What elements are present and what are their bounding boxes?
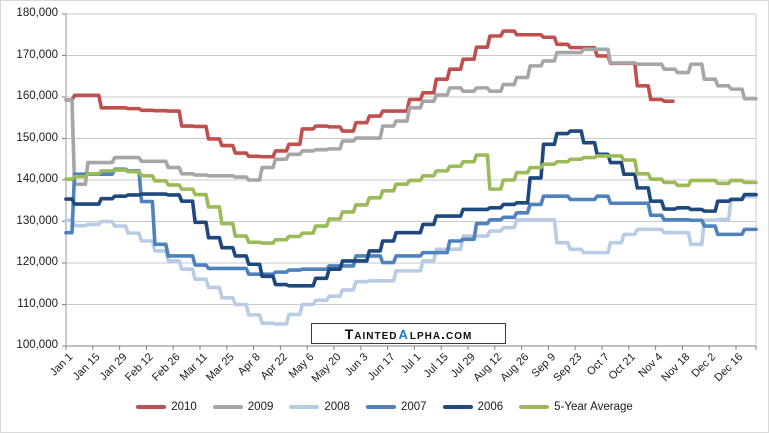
y-axis-label: 150,000 bbox=[16, 131, 58, 144]
y-axis-label: 100,000 bbox=[16, 339, 58, 351]
legend-label: 2008 bbox=[324, 401, 350, 413]
series-line-2009 bbox=[64, 47, 758, 186]
legend-item-2006: 2006 bbox=[442, 401, 504, 413]
y-axis-label: 180,000 bbox=[16, 7, 58, 19]
y-axis-label: 170,000 bbox=[16, 48, 58, 61]
series-line-5-year-average bbox=[64, 153, 758, 245]
series-line-2006 bbox=[64, 129, 758, 288]
y-axis-label: 160,000 bbox=[16, 90, 58, 102]
legend-swatch bbox=[289, 405, 320, 409]
series-line-2010 bbox=[64, 29, 675, 159]
legend-item-5-year-average: 5-Year Average bbox=[519, 401, 633, 413]
y-axis-label: 110,000 bbox=[17, 297, 58, 310]
legend-swatch bbox=[136, 405, 167, 409]
chart-legend: 2010 2009 2008 2007 2006 5-Year Average bbox=[1, 401, 768, 413]
legend-swatch bbox=[519, 405, 550, 409]
y-axis-label: 140,000 bbox=[16, 173, 58, 185]
watermark-alpha-glyph: α bbox=[398, 322, 409, 343]
legend-swatch bbox=[442, 405, 473, 409]
legend-item-2007: 2007 bbox=[365, 401, 427, 413]
legend-swatch bbox=[212, 405, 243, 409]
legend-label: 2006 bbox=[477, 401, 504, 413]
watermark-text-left: Tainted bbox=[344, 325, 398, 342]
legend-label: 2009 bbox=[247, 401, 274, 413]
watermark: Tainted α lpha.com bbox=[311, 323, 506, 344]
watermark-text-right: lpha.com bbox=[409, 325, 473, 342]
legend-label: 5-Year Average bbox=[554, 401, 633, 413]
legend-item-2009: 2009 bbox=[212, 401, 274, 413]
legend-item-2010: 2010 bbox=[136, 401, 197, 413]
legend-label: 2007 bbox=[400, 401, 427, 413]
legend-swatch bbox=[365, 405, 396, 409]
legend-item-2008: 2008 bbox=[289, 401, 350, 413]
series-line-2008 bbox=[64, 194, 758, 326]
legend-label: 2010 bbox=[171, 401, 197, 413]
y-axis-label: 130,000 bbox=[16, 214, 58, 227]
series-line-2007 bbox=[64, 167, 758, 277]
y-axis-label: 120,000 bbox=[16, 256, 58, 268]
